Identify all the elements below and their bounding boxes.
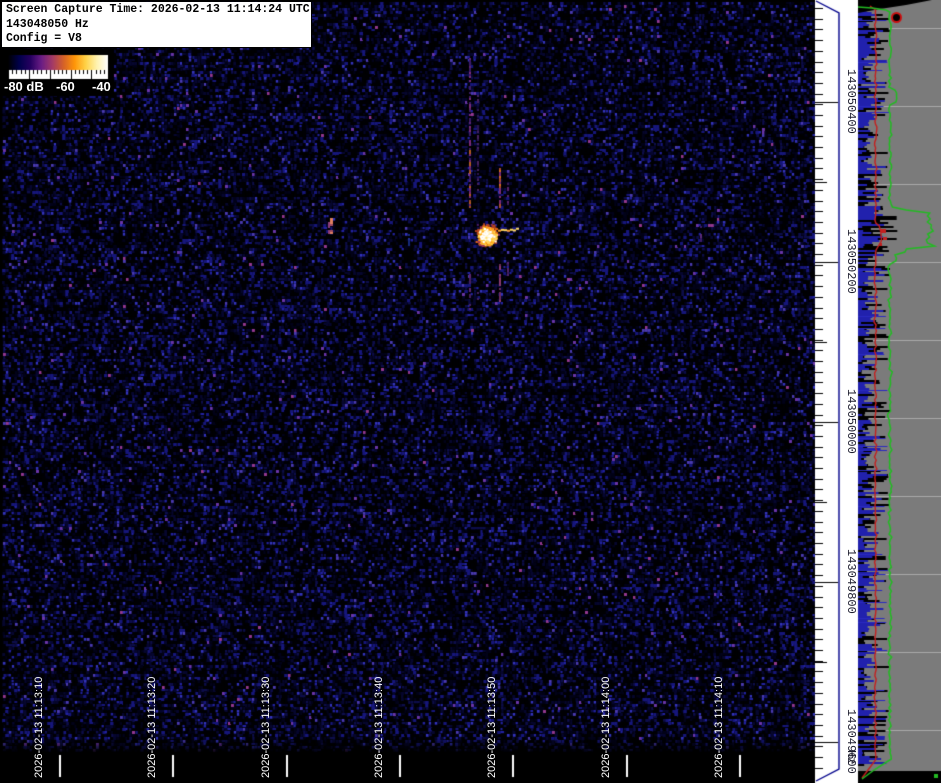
time-axis-label: 2026-02-13 11:14:00: [600, 676, 612, 778]
colorbar-db-label: -80 dB: [4, 79, 44, 94]
frequency-axis-label: 143050400: [844, 69, 858, 134]
capture-info-box: Screen Capture Time: 2026-02-13 11:14:24…: [2, 2, 312, 48]
time-axis-label: 2026-02-13 11:13:20: [146, 676, 158, 778]
frequency-axis-label: 143049800: [844, 549, 858, 614]
time-axis-label: 2026-02-13 11:13:40: [373, 676, 385, 778]
frequency-axis-label: 143050000: [844, 389, 858, 454]
colorbar-db-label: -40: [92, 79, 111, 94]
time-axis-label: 2026-02-13 11:13:10: [33, 676, 45, 778]
time-axis-label: 2026-02-13 11:13:50: [486, 676, 498, 778]
capture-frequency-text: 143048050 Hz: [6, 17, 89, 31]
time-axis-label: 2026-02-13 11:14:10: [713, 676, 725, 778]
time-axis-label: 2026-02-13 11:13:30: [260, 676, 272, 778]
capture-time-text: Screen Capture Time: 2026-02-13 11:14:24…: [6, 3, 310, 16]
frequency-axis-label: 143050200: [844, 229, 858, 294]
capture-config-text: Config = V8: [6, 32, 82, 45]
colorbar-db-label: -60: [56, 79, 75, 94]
frequency-unit-label: Hz: [844, 750, 858, 765]
